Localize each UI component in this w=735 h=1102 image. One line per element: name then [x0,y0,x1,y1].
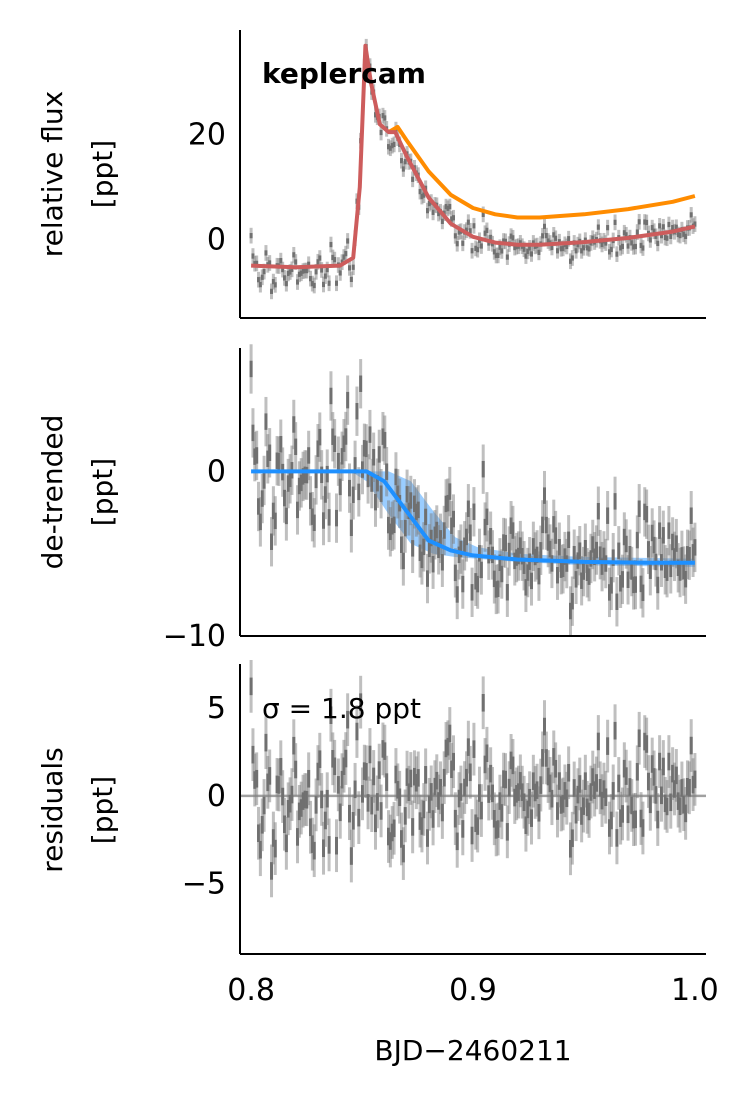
y-tick-label: −10 [163,619,226,654]
detrended-uncertainty-band [251,471,695,567]
x-tick-label: 0.8 [227,973,275,1008]
residuals-ylabel-line2: [ppt] [86,776,119,844]
flux-ylabel-line2: [ppt] [86,140,119,208]
y-tick-label: 0 [207,222,226,257]
detrended-data-points [249,344,697,636]
y-tick-label: 5 [207,691,226,726]
x-tick-label: 1.0 [671,973,719,1008]
residuals-axes: 5 0 −5 0.8 0.9 1.0 [182,664,719,1008]
x-axis-label: BJD−2460211 [374,1034,571,1067]
model-line [251,43,696,270]
model-without-flare-line [387,124,696,220]
detrended-ylabel-line1: de-trended [36,415,69,570]
panel-relative-flux: 0 20 keplercam relative flux [ppt] [36,30,706,319]
x-tick-label: 0.9 [449,973,497,1008]
transit-model-line [251,469,695,565]
panel-residuals: 5 0 −5 0.8 0.9 1.0 σ = 1.8 ppt residuals [ppt… [36,660,719,1067]
uncertainty-band [251,471,695,567]
y-tick-label: 0 [207,779,226,814]
flux-axes: 0 20 [188,30,706,319]
residuals-data-points [249,660,697,898]
y-tick-label: 0 [207,454,226,489]
sigma-annotation: σ = 1.8 ppt [262,692,421,725]
flux-model-curves [251,43,696,270]
residuals-ylabel-line1: residuals [36,747,69,873]
flux-ylabel-line1: relative flux [36,91,69,257]
detrended-axes: 0 −10 [163,348,706,654]
detrended-model-curve [251,469,695,565]
detrended-ylabel-line2: [ppt] [86,458,119,526]
instrument-label: keplercam [262,57,426,90]
y-tick-label: 20 [188,118,226,153]
y-tick-label: −5 [182,867,226,902]
panel-detrended: 0 −10 de-trended [ppt] [36,344,706,654]
